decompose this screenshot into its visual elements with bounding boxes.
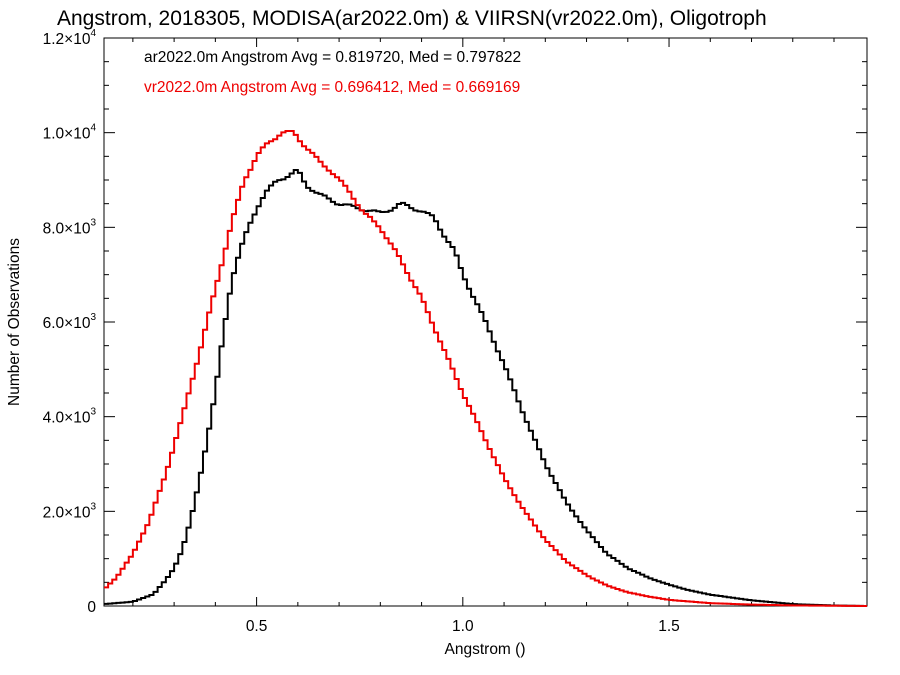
y-axis-label: Number of Observations xyxy=(6,238,23,406)
y-tick-exponent: 4 xyxy=(90,28,96,39)
x-axis-label: Angstrom () xyxy=(445,641,526,658)
legend-entry-black: ar2022.0m Angstrom Avg = 0.819720, Med =… xyxy=(144,49,521,66)
y-tick-label: 1.2×104 xyxy=(43,28,97,48)
y-tick-mantissa: 1.0×10 xyxy=(43,126,91,143)
series-layer xyxy=(104,129,867,607)
y-tick-label: 4.0×103 xyxy=(43,407,97,427)
y-tick-label: 2.0×103 xyxy=(43,501,97,521)
y-tick-mantissa: 6.0×10 xyxy=(43,315,91,332)
y-tick-mantissa: 2.0×10 xyxy=(43,504,91,521)
y-tick-label: 0 xyxy=(87,599,96,616)
chart-title: Angstrom, 2018305, MODISA(ar2022.0m) & V… xyxy=(57,7,767,30)
y-tick-mantissa: 4.0×10 xyxy=(43,410,91,427)
y-tick-exponent: 3 xyxy=(90,217,96,228)
x-tick-label: 1.0 xyxy=(452,618,474,635)
y-tick-mantissa: 0 xyxy=(87,599,96,616)
series-line-black xyxy=(104,169,867,607)
y-tick-exponent: 3 xyxy=(90,501,96,512)
y-tick-exponent: 3 xyxy=(90,407,96,418)
series-line-red xyxy=(104,129,867,607)
legend-entry-red: vr2022.0m Angstrom Avg = 0.696412, Med =… xyxy=(144,79,520,96)
y-axis: 02.0×1034.0×1036.0×1038.0×1031.0×1041.2×… xyxy=(43,28,867,616)
y-tick-mantissa: 1.2×10 xyxy=(43,31,91,48)
y-tick-label: 8.0×103 xyxy=(43,217,97,237)
y-tick-label: 1.0×104 xyxy=(43,123,97,143)
y-tick-mantissa: 8.0×10 xyxy=(43,220,91,237)
y-tick-label: 6.0×103 xyxy=(43,312,97,332)
y-tick-exponent: 4 xyxy=(90,123,96,134)
x-tick-label: 1.5 xyxy=(658,618,680,635)
x-axis: 0.5 1.0 1.5 xyxy=(132,38,835,635)
x-tick-label: 0.5 xyxy=(246,618,268,635)
y-tick-exponent: 3 xyxy=(90,312,96,323)
